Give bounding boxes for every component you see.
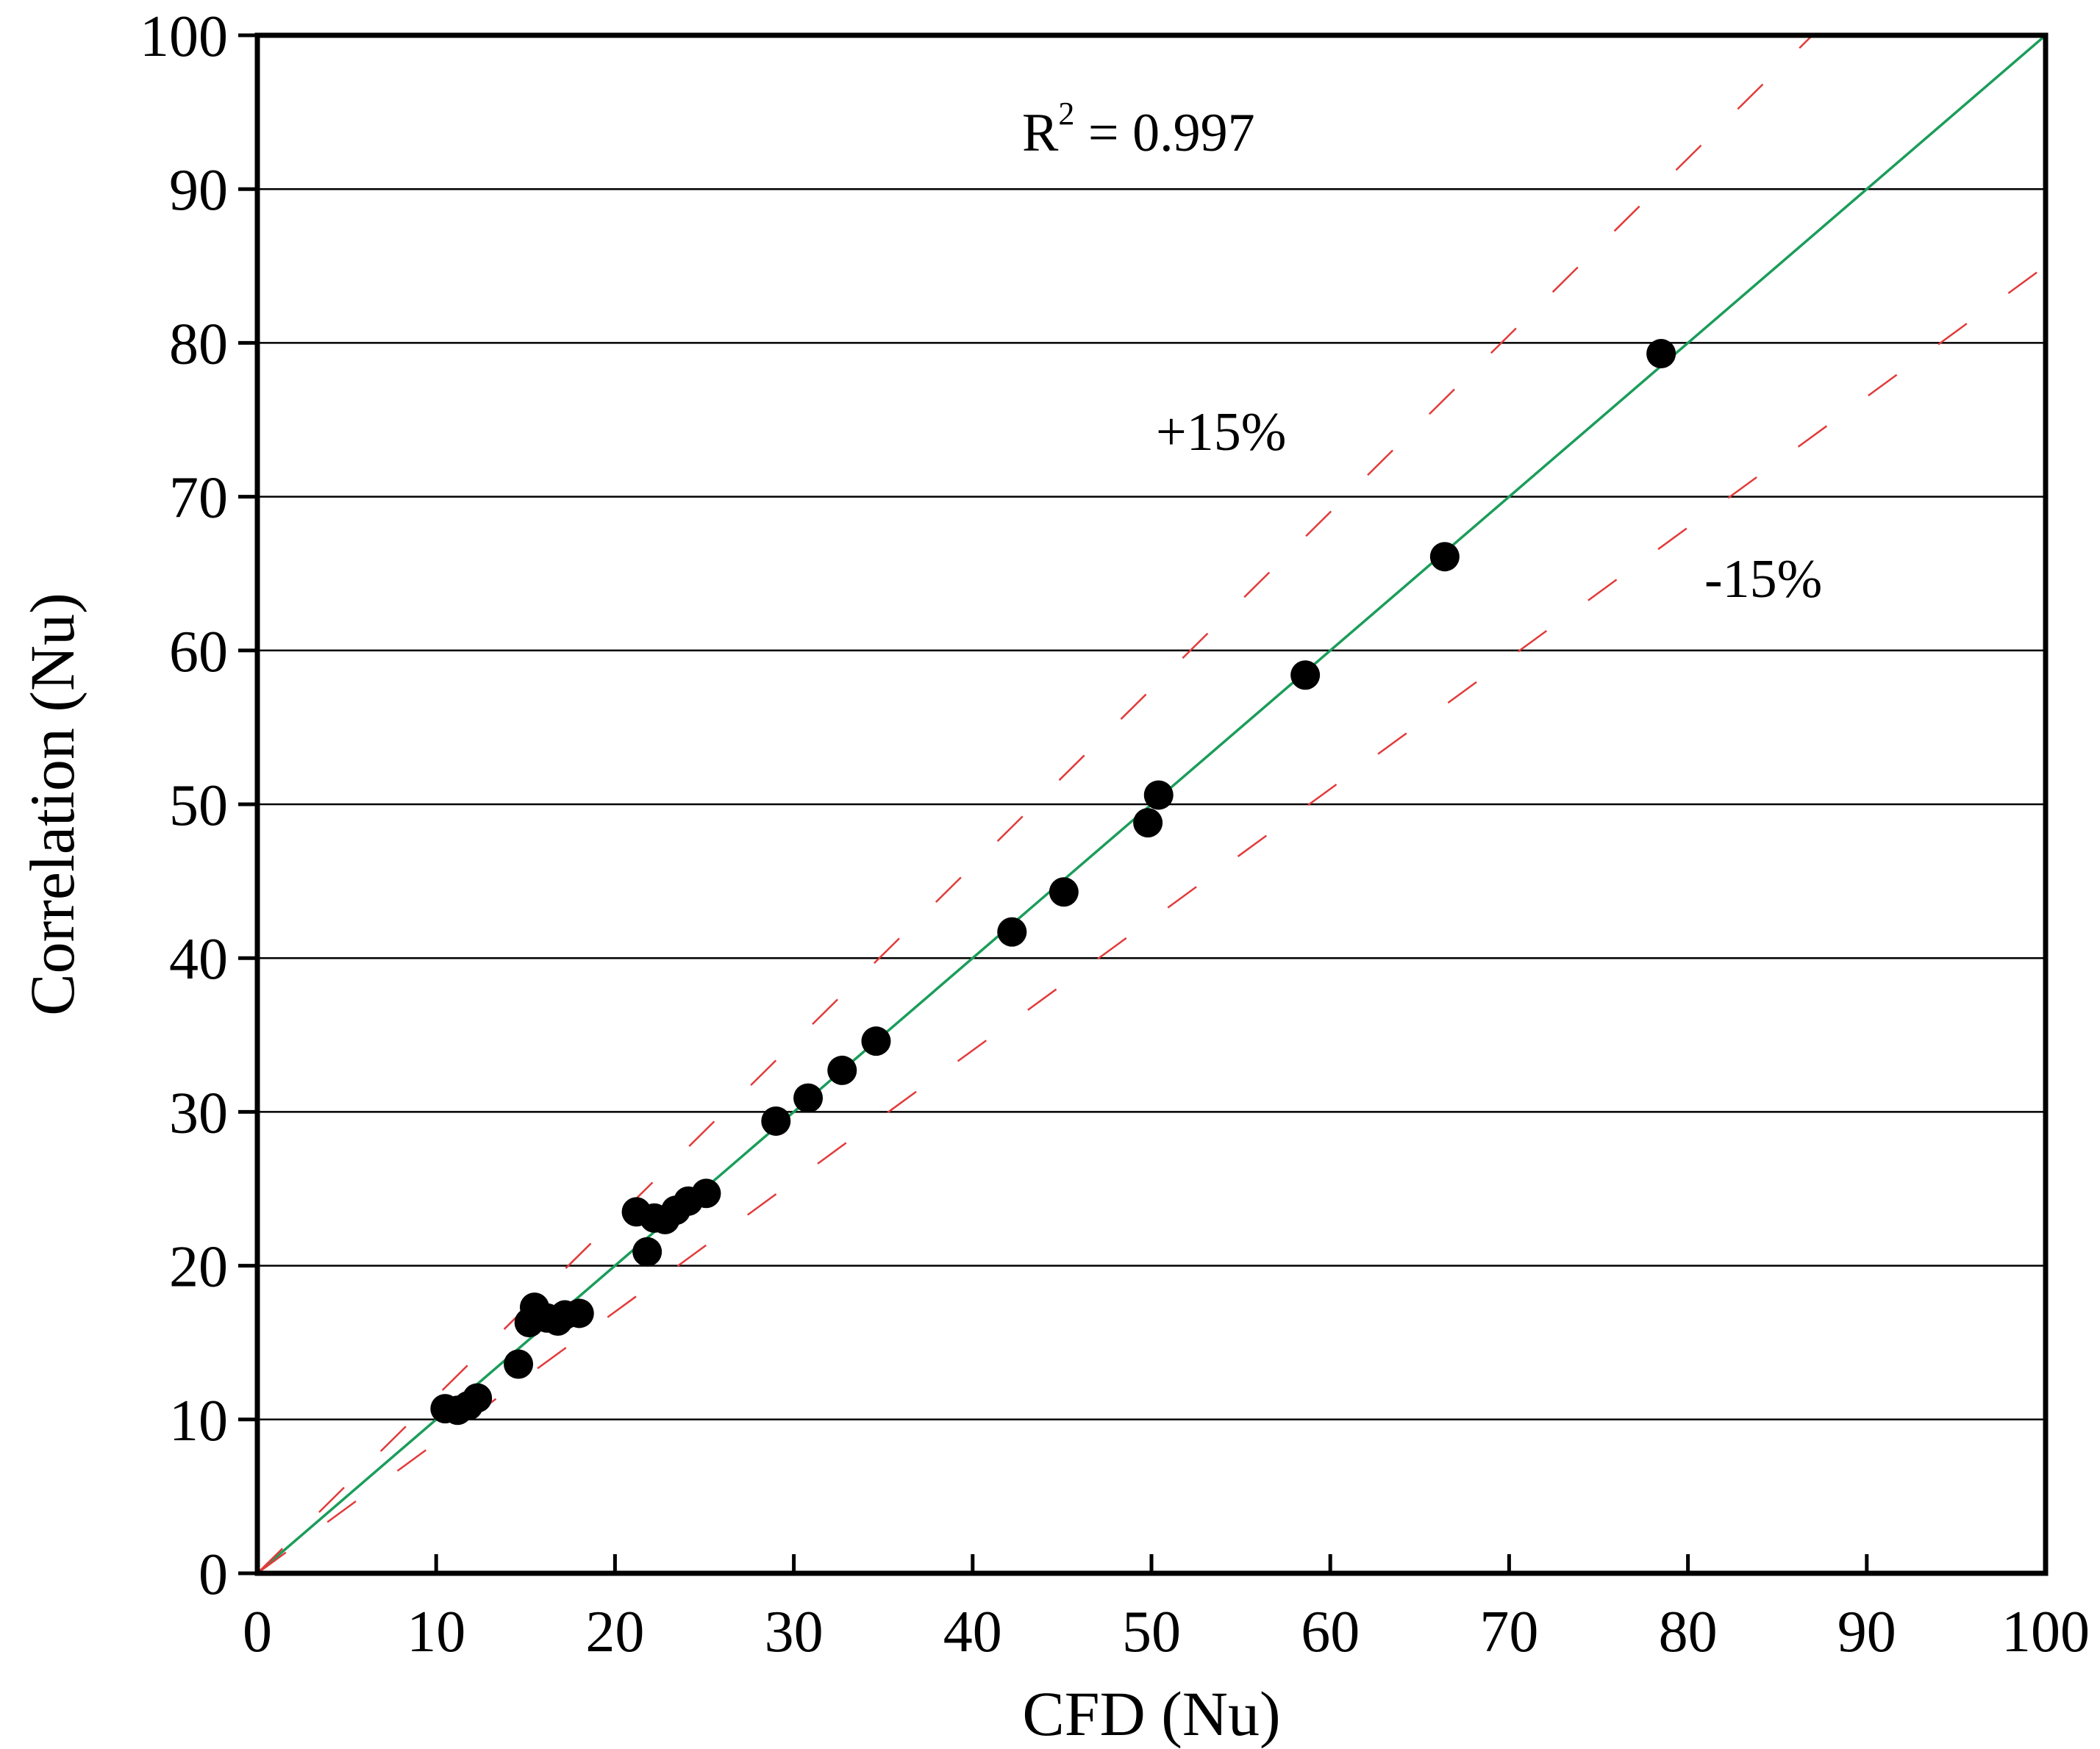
x-tick-label-40: 40 [943, 1600, 1002, 1664]
y-tick-label-70: 70 [169, 466, 228, 531]
data-point-19 [793, 1083, 824, 1113]
data-point-21 [861, 1026, 891, 1056]
y-tick-label-30: 30 [169, 1081, 228, 1145]
x-tick-label-30: 30 [765, 1600, 824, 1664]
y-axis-title: Correlation (Nu) [17, 593, 88, 1016]
y-tick-label-80: 80 [169, 312, 228, 376]
y-tick-label-60: 60 [169, 620, 228, 684]
x-tick-label-10: 10 [407, 1600, 465, 1664]
axis-ticks: 0 10 20 30 40 50 60 70 80 90 100 0 10 20 30 40 50 60 70 80 9… [140, 4, 2090, 1664]
x-tick-label-90: 90 [1838, 1600, 1896, 1664]
y-tick-label-40: 40 [169, 927, 228, 992]
data-point-10 [564, 1298, 594, 1328]
data-point-23 [1049, 877, 1079, 907]
data-point-25 [1143, 780, 1174, 810]
r2-value: = 0.997 [1074, 103, 1254, 163]
x-tick-label-60: 60 [1301, 1600, 1360, 1664]
data-point-26 [1290, 660, 1321, 690]
data-point-4 [504, 1349, 534, 1379]
data-points [430, 339, 1676, 1426]
y-tick-label-50: 50 [169, 773, 228, 838]
data-point-27 [1429, 542, 1460, 572]
data-point-12 [632, 1237, 662, 1267]
r2-superscript: 2 [1058, 96, 1074, 132]
y-tick-label-90: 90 [169, 158, 228, 223]
y-tick-label-10: 10 [169, 1389, 228, 1453]
x-axis-title: CFD (Nu) [1022, 1678, 1280, 1749]
r2-prefix: R [1022, 103, 1059, 163]
x-tick-label-100: 100 [2001, 1600, 2090, 1664]
data-point-22 [997, 917, 1027, 947]
y-tick-label-0: 0 [199, 1542, 228, 1607]
plus-15-label: +15% [1156, 402, 1286, 462]
x-tick-label-70: 70 [1479, 1600, 1538, 1664]
data-point-28 [1646, 339, 1676, 369]
data-point-3 [463, 1383, 493, 1413]
r-squared-annotation: R2 = 0.997 [1022, 96, 1255, 163]
x-tick-label-50: 50 [1122, 1600, 1181, 1664]
minus-15-label: -15% [1704, 549, 1822, 609]
data-point-24 [1133, 808, 1163, 838]
y-tick-label-20: 20 [169, 1235, 228, 1300]
x-tick-label-0: 0 [243, 1600, 272, 1664]
x-tick-label-20: 20 [585, 1600, 644, 1664]
x-tick-label-80: 80 [1659, 1600, 1718, 1664]
reference-line-plus-15 [257, 35, 1814, 1573]
y-tick-label-100: 100 [140, 4, 228, 69]
reference-line-minus-15 [257, 265, 2046, 1573]
data-point-20 [827, 1055, 857, 1085]
data-point-17 [691, 1178, 721, 1209]
data-point-18 [761, 1106, 791, 1136]
